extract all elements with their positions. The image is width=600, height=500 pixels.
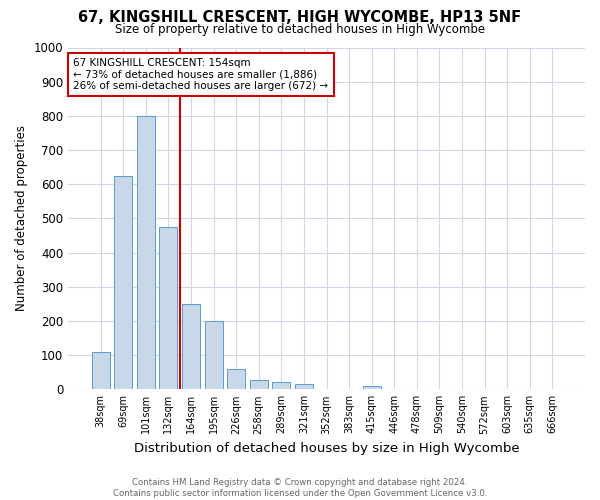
Bar [362, 386, 381, 390]
Text: 67, KINGSHILL CRESCENT, HIGH WYCOMBE, HP13 5NF: 67, KINGSHILL CRESCENT, HIGH WYCOMBE, HP… [79, 10, 521, 25]
Bar [250, 380, 268, 390]
Text: Contains HM Land Registry data © Crown copyright and database right 2024.
Contai: Contains HM Land Registry data © Crown c… [113, 478, 487, 498]
Y-axis label: Number of detached properties: Number of detached properties [15, 126, 28, 312]
Bar [295, 384, 313, 390]
Bar [137, 116, 155, 390]
Bar [205, 321, 223, 390]
Bar [272, 382, 290, 390]
Bar [182, 304, 200, 390]
X-axis label: Distribution of detached houses by size in High Wycombe: Distribution of detached houses by size … [134, 442, 520, 455]
Bar [92, 352, 110, 390]
Text: 67 KINGSHILL CRESCENT: 154sqm
← 73% of detached houses are smaller (1,886)
26% o: 67 KINGSHILL CRESCENT: 154sqm ← 73% of d… [73, 58, 328, 91]
Bar [160, 227, 178, 390]
Bar [114, 176, 132, 390]
Text: Size of property relative to detached houses in High Wycombe: Size of property relative to detached ho… [115, 22, 485, 36]
Bar [227, 369, 245, 390]
